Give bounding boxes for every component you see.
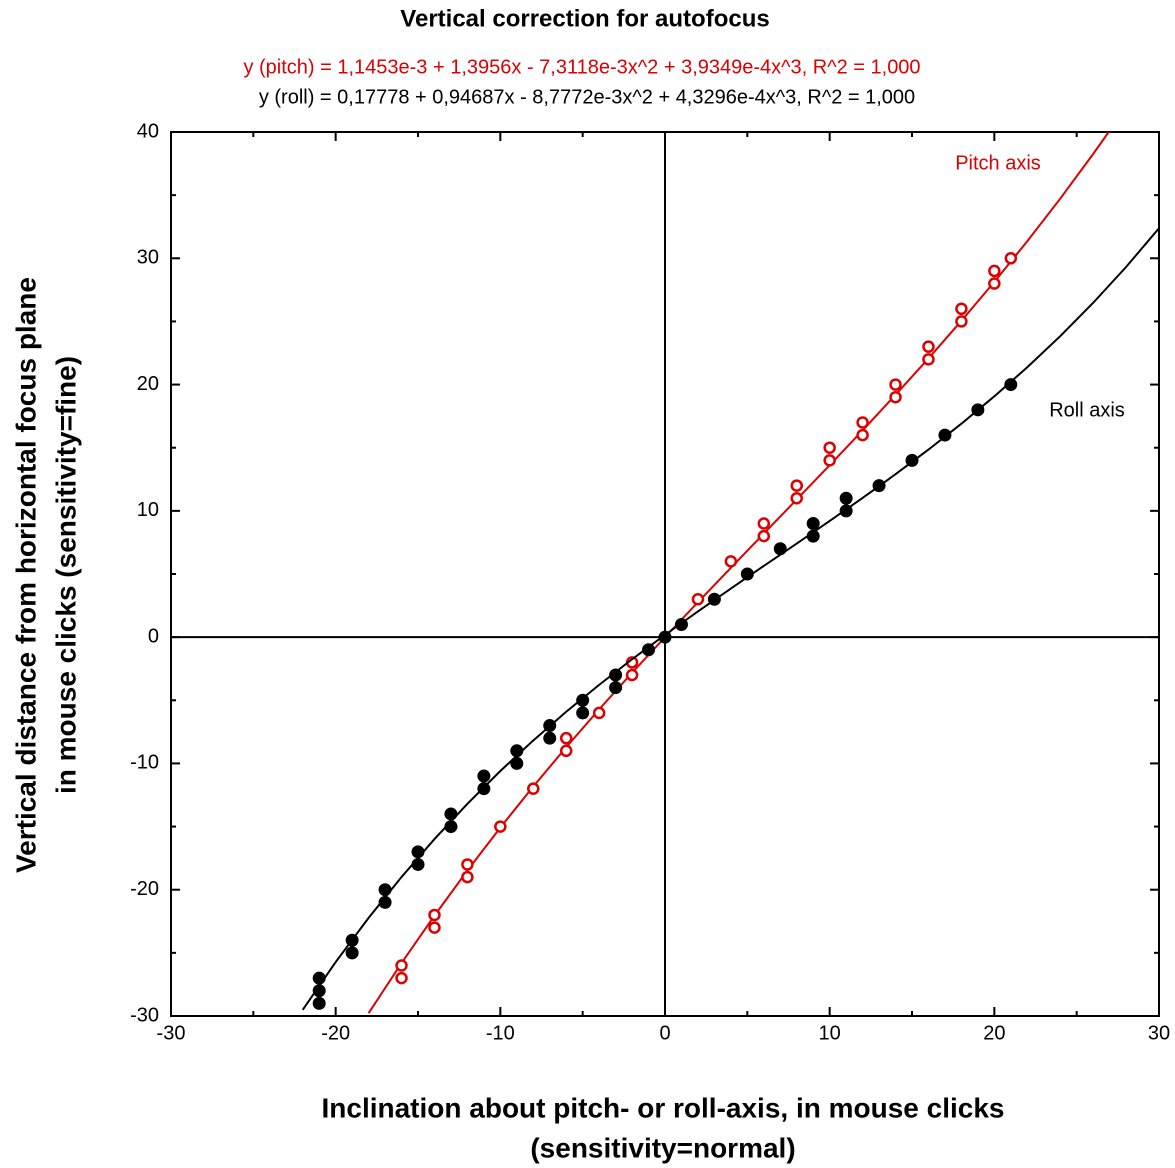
data-point [889,378,902,391]
data-point [609,668,623,682]
data-point [576,693,590,707]
plot-area [301,132,1159,1014]
data-point [806,529,820,543]
data-point [461,858,474,871]
data-point [378,895,392,909]
chart-title: Vertical correction for autofocus [400,5,769,32]
data-point [428,908,441,922]
data-point [625,668,639,682]
series-label: Pitch axis [955,152,1041,174]
data-point [345,946,359,960]
data-point [477,769,491,783]
y-tick-label: 40 [137,120,159,142]
data-point [740,567,754,581]
fit-equation: y (pitch) = 1,1453e-3 + 1,3956x - 7,3118… [243,56,920,78]
data-point [411,845,425,859]
data-point [527,782,540,795]
data-point [988,264,1001,278]
x-tick-label: 20 [983,1022,1005,1044]
data-point [395,959,408,972]
data-point [609,681,623,695]
data-point [955,302,968,316]
y-tick-label: 0 [148,625,159,647]
data-point [889,390,902,404]
data-point [988,277,1001,290]
data-point [428,921,441,934]
y-tick-label: -30 [130,1004,159,1026]
data-point [559,731,573,745]
x-tick-label: 10 [819,1022,841,1044]
data-point [872,479,886,493]
data-point [312,971,326,985]
data-point [411,857,425,871]
data-point [494,820,507,833]
data-point [576,706,590,720]
data-point [922,340,935,353]
x-tick-label: 30 [1148,1022,1170,1044]
y-tick-label: 20 [137,373,159,395]
data-point [691,593,705,606]
y-tick-label: 30 [137,247,159,269]
x-tick-label: -30 [157,1022,186,1044]
series-label: Roll axis [1049,399,1125,421]
data-point [724,555,738,568]
data-point [707,592,721,606]
x-tick-label: -10 [486,1022,515,1044]
data-point [790,479,803,492]
fit-equation: y (roll) = 0,17778 + 0,94687x - 8,7772e-… [259,86,915,108]
data-point [510,744,524,758]
data-point [905,453,919,467]
data-point [642,643,656,657]
data-point [839,504,853,518]
data-point [856,416,869,429]
data-point [790,491,803,505]
x-axis-title: Inclination about pitch- or roll-axis, i… [321,1092,1004,1123]
data-point [806,516,820,530]
x-axis-title: (sensitivity=normal) [530,1132,795,1163]
data-point [938,428,952,442]
data-point [1004,252,1018,265]
data-point [773,542,787,556]
fit-curve [301,227,1159,1011]
data-point [955,315,968,328]
data-point [395,971,408,985]
y-tick-label: 10 [137,499,159,521]
data-point [592,706,606,720]
data-point [839,491,853,505]
data-point [658,630,672,644]
data-point [823,454,836,467]
data-point [312,996,326,1010]
data-point [971,403,985,417]
x-tick-label: -20 [321,1022,350,1044]
data-point [1004,378,1018,392]
y-tick-label: -20 [130,878,159,900]
data-point [922,353,935,366]
data-point [543,731,557,745]
data-point [444,820,458,834]
data-point [312,984,326,998]
fit-curve [367,132,1110,1014]
data-point [477,782,491,796]
data-point [543,719,557,733]
data-point [823,441,836,454]
y-tick-label: -10 [130,752,159,774]
x-tick-label: 0 [659,1022,670,1044]
data-point [345,933,359,947]
data-point [757,517,771,530]
data-point [510,756,524,770]
y-axis-title: in mouse clicks (sensitivity=fine) [50,356,81,794]
data-point [559,744,573,758]
data-point [674,618,688,632]
data-point [856,428,869,442]
y-axis-title: Vertical distance from horizontal focus … [10,277,41,873]
data-point [757,529,771,543]
data-point [461,870,474,884]
data-point [378,883,392,897]
data-point [444,807,458,821]
